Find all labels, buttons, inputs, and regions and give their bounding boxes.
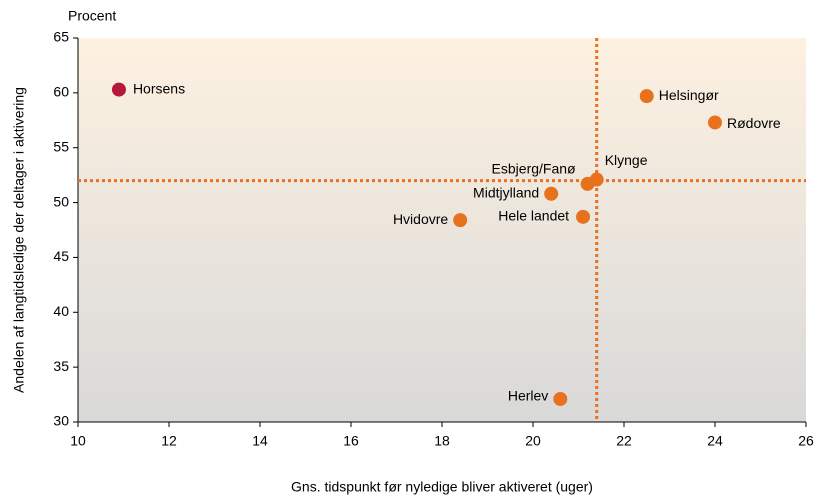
point [111, 82, 126, 97]
point [453, 213, 468, 228]
y-tick-label: 45 [53, 248, 69, 264]
point [553, 391, 568, 406]
point-label: Helsingør [659, 87, 719, 103]
point-label: Klynge [605, 152, 648, 168]
point-label: Hvidovre [393, 211, 448, 227]
y-tick-label: 55 [53, 138, 69, 154]
y-tick-label: 30 [53, 413, 69, 429]
y-tick-label: 65 [53, 29, 69, 45]
point-label: Herlev [508, 388, 548, 404]
x-tick-label: 22 [616, 433, 632, 449]
x-tick-label: 16 [343, 433, 359, 449]
plot-area [78, 38, 806, 422]
y-tick-label: 40 [53, 303, 69, 319]
point [708, 115, 722, 130]
point-label: Horsens [133, 80, 185, 96]
point-label: Rødovre [727, 115, 781, 131]
x-tick-label: 20 [525, 433, 541, 449]
y-tick-label: 50 [53, 193, 69, 209]
x-tick-label: 18 [434, 433, 450, 449]
point [544, 186, 559, 201]
point [580, 176, 595, 191]
point [639, 89, 654, 104]
point-label: Hele landet [498, 208, 569, 224]
point-label: Esbjerg/Fanø [492, 161, 576, 177]
x-tick-label: 14 [252, 433, 268, 449]
y-axis-title: Andelen af langtidsledige der deltager i… [11, 87, 27, 393]
point [576, 209, 591, 224]
y-tick-label: 60 [53, 84, 69, 100]
y-tick-label: 35 [53, 358, 69, 374]
x-tick-label: 12 [161, 433, 177, 449]
x-tick-label: 26 [798, 433, 814, 449]
x-axis-title: Gns. tidspunkt før nyledige bliver aktiv… [291, 479, 593, 495]
x-tick-label: 10 [70, 433, 86, 449]
point-label: Midtjylland [473, 184, 539, 200]
x-tick-label: 24 [707, 433, 723, 449]
y-unit-label: Procent [68, 8, 116, 24]
